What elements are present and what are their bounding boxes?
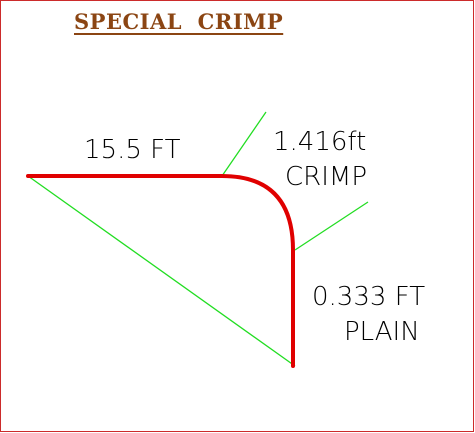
pipe-profile (26, 174, 295, 368)
crimp-start-leader (221, 111, 267, 177)
crimp-length-label: 1.416ft (273, 127, 366, 157)
top-length-label: 15.5 FT (84, 135, 181, 165)
plain-word-label: PLAIN (344, 317, 420, 347)
plain-length-label: 0.333 FT (312, 282, 425, 312)
crimp-word-label: CRIMP (285, 162, 367, 192)
crimp-end-leader (294, 201, 369, 251)
diagonal-chord-line (27, 175, 296, 367)
diagram-title: SPECIAL CRIMP (74, 9, 284, 34)
